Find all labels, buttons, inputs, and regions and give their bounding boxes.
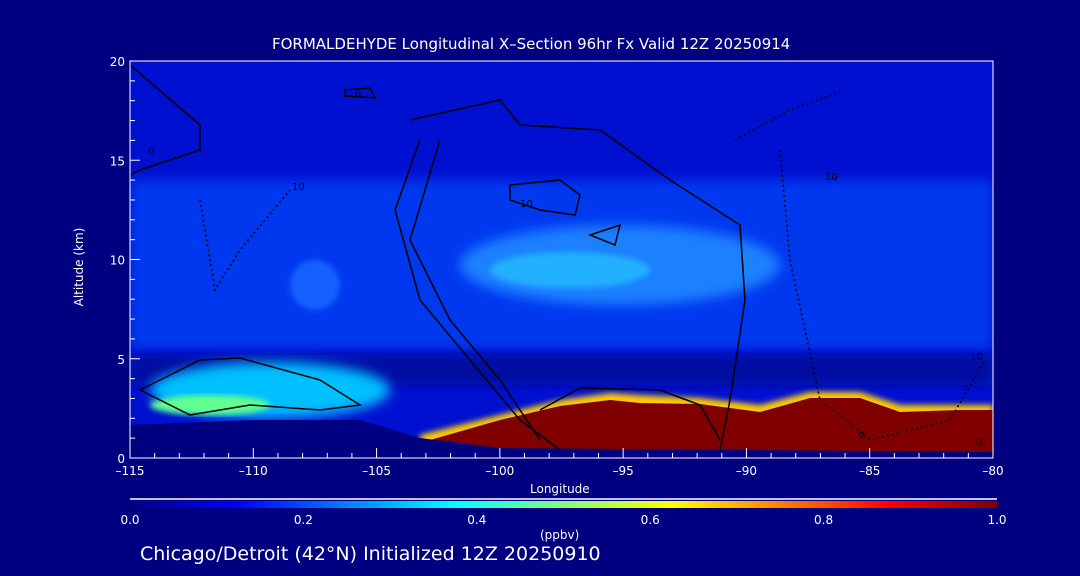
colorbar-tick-label: 1.0 xyxy=(987,513,1006,527)
x-tick-label: –85 xyxy=(859,464,880,478)
y-tick-label: 10 xyxy=(110,254,125,268)
contour-label: 0 xyxy=(355,90,361,101)
x-axis-label: Longitude xyxy=(530,482,590,496)
chart-title: FORMALDEHYDE Longitudinal X–Section 96hr… xyxy=(272,35,791,53)
contour-labels: 0 10 10 10 10 0 0 0 xyxy=(148,90,983,449)
contour-label: 0 xyxy=(858,430,864,441)
y-tick-label: 0 xyxy=(117,452,125,466)
boundary-layer-max xyxy=(430,398,993,458)
contours xyxy=(130,64,986,451)
mid-blob xyxy=(290,260,340,310)
terrain xyxy=(130,420,993,458)
colorbar-tick-label: 0.0 xyxy=(120,513,139,527)
x-tick-label: –105 xyxy=(362,464,391,478)
colorbar-tick-label: 0.8 xyxy=(814,513,833,527)
contour-label: 10 xyxy=(825,172,838,183)
y-tick-label: 15 xyxy=(110,154,125,168)
contour-label: 10 xyxy=(292,182,305,193)
upper-core xyxy=(490,252,650,288)
contour-label: 0 xyxy=(976,438,982,449)
field-layer: 0 10 10 10 10 0 0 0 xyxy=(130,61,993,458)
x-tick-label: –100 xyxy=(485,464,514,478)
colorbar-tick-label: 0.2 xyxy=(294,513,313,527)
x-tick-label: –110 xyxy=(239,464,268,478)
contour-label: 0 xyxy=(148,146,154,157)
colorbar xyxy=(130,501,997,508)
colorbar-tick-label: 0.6 xyxy=(641,513,660,527)
y-tick-label: 20 xyxy=(110,55,125,69)
x-tick-label: –90 xyxy=(736,464,757,478)
colorbar-label: (ppbv) xyxy=(540,528,580,542)
x-tick-label: –80 xyxy=(982,464,1003,478)
contour-label: 10 xyxy=(520,199,533,210)
y-tick-label: 5 xyxy=(117,353,125,367)
contour-label: 10 xyxy=(970,352,983,363)
footer-caption: Chicago/Detroit (42°N) Initialized 12Z 2… xyxy=(140,543,601,565)
x-tick-label: –115 xyxy=(116,464,145,478)
colorbar-tick-label: 0.4 xyxy=(467,513,486,527)
x-tick-label: –95 xyxy=(613,464,634,478)
